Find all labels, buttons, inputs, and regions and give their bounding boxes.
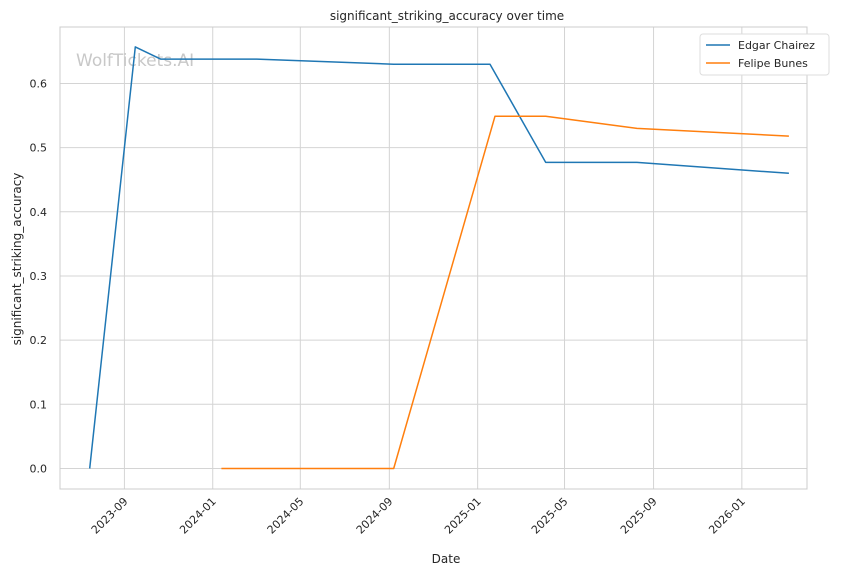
plot-area: [60, 27, 807, 489]
series-line-felipe-bunes: [221, 115, 789, 470]
grid-lines: [60, 27, 807, 489]
series-lines: [88, 46, 789, 470]
y-tick-label: 0.6: [30, 77, 48, 90]
plot-frame: [59, 26, 808, 490]
x-axis-label: Date: [432, 552, 461, 566]
series-line-edgar-chairez: [88, 46, 789, 469]
chart-title: significant_striking_accuracy over time: [330, 9, 564, 23]
y-tick-label: 0.3: [30, 270, 48, 283]
watermark: WolfTickets.AI: [76, 51, 194, 71]
y-tick-label: 0.0: [30, 462, 48, 475]
legend-box: [699, 33, 830, 76]
y-tick-label: 0.1: [30, 398, 48, 411]
y-tick-labels: 0.0 0.1 0.2 0.3 0.4 0.5 0.6: [30, 77, 48, 475]
legend-label-felipe-bunes: Felipe Bunes: [738, 57, 808, 70]
y-axis-label: significant_striking_accuracy: [10, 173, 24, 346]
legend-label-edgar-chairez: Edgar Chairez: [738, 39, 815, 52]
y-tick-label: 0.2: [30, 334, 48, 347]
y-tick-label: 0.5: [30, 142, 48, 155]
legend: Edgar Chairez Felipe Bunes: [699, 33, 830, 76]
y-tick-label: 0.4: [30, 206, 48, 219]
